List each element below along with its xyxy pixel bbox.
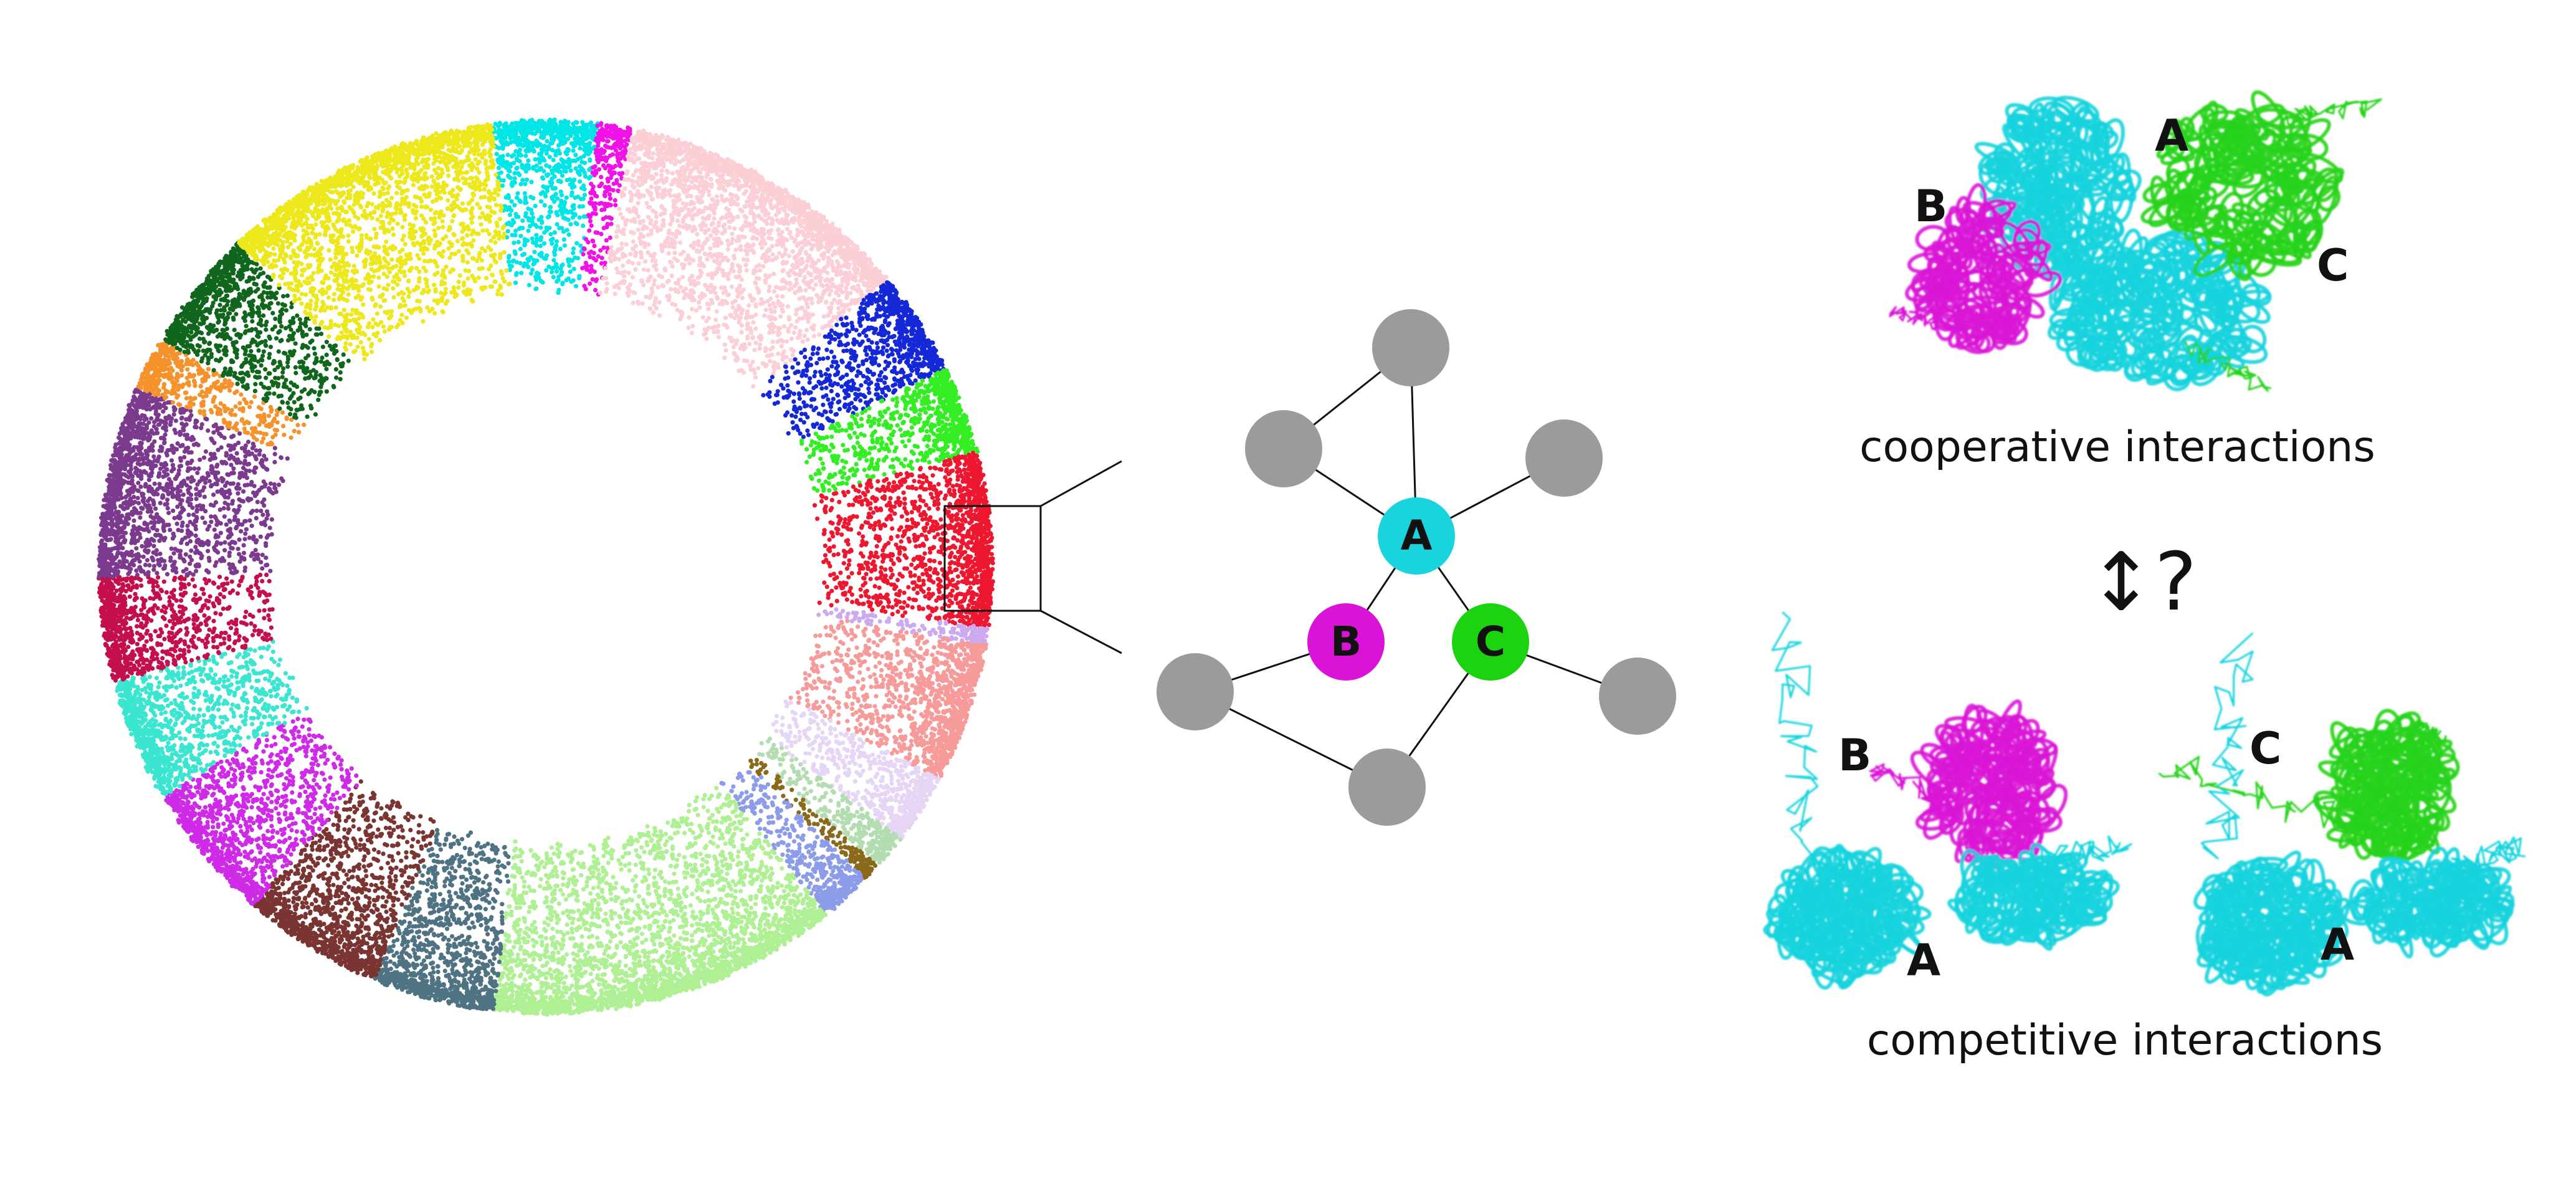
comp-label-a2: A — [2321, 919, 2354, 970]
node-lower-left — [1157, 653, 1234, 730]
competitive-caption: competitive interactions — [1867, 1016, 2383, 1065]
node-right — [1599, 658, 1676, 735]
coop-label-b: B — [1914, 181, 1947, 232]
zoom-line-bottom — [1041, 611, 1122, 653]
cooperative-caption: cooperative interactions — [1859, 423, 2375, 472]
cooperative-vs-competitive-question: ↕? — [2087, 536, 2197, 629]
node-top — [1372, 309, 1449, 386]
comp-label-c: C — [2249, 723, 2281, 774]
coop-label-c: C — [2317, 240, 2349, 291]
node-upper-right — [1525, 419, 1603, 497]
zoom-line-top — [1041, 461, 1122, 506]
node-b-label: B — [1330, 618, 1362, 666]
cooperative-complex-structure — [1890, 88, 2381, 393]
node-upper-left — [1245, 410, 1322, 487]
cluster-ring-plot — [97, 118, 995, 1017]
node-a-label: A — [1400, 512, 1432, 560]
competitive-complex-ab-structure — [1764, 612, 2131, 990]
node-bottom — [1348, 749, 1426, 826]
node-c-label: C — [1476, 618, 1505, 666]
comp-label-b: B — [1838, 730, 1871, 781]
comp-label-a1: A — [1907, 935, 1940, 986]
coop-label-a: A — [2155, 110, 2188, 161]
